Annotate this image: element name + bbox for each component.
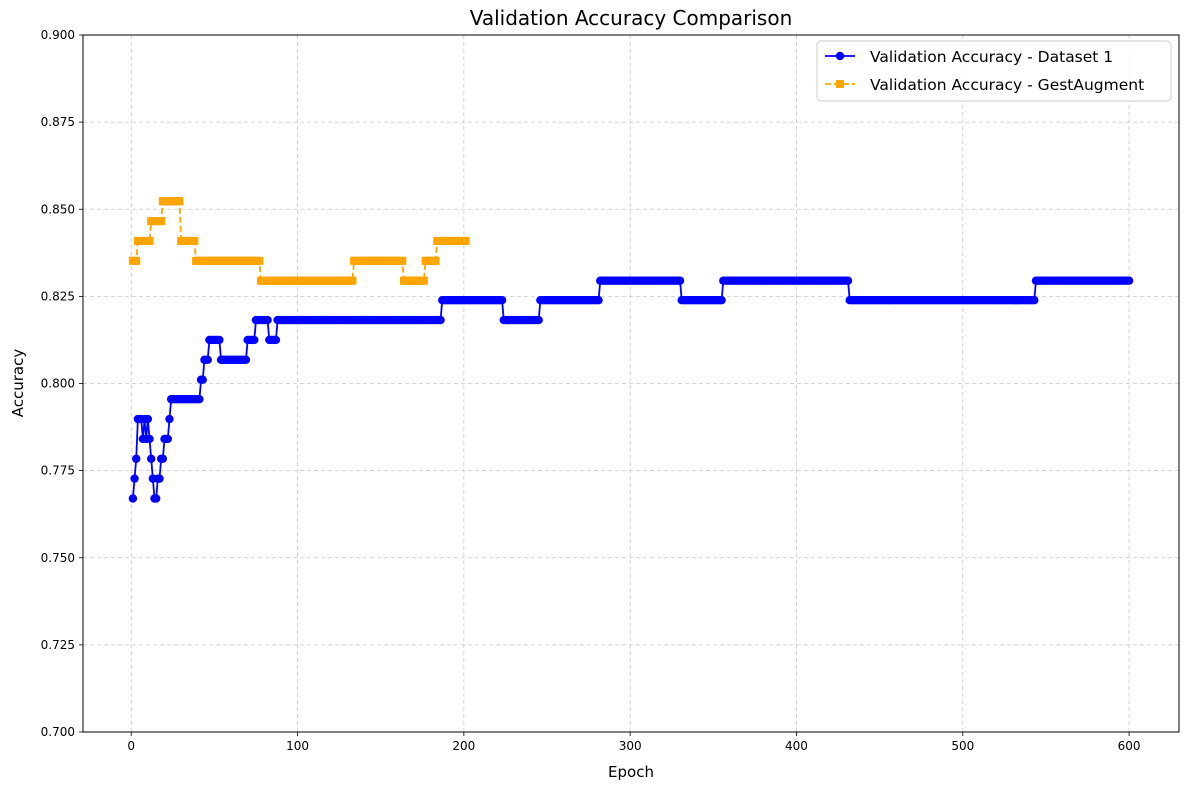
x-tick-label: 200 xyxy=(452,739,475,753)
y-tick-label: 0.900 xyxy=(41,28,75,42)
data-point xyxy=(419,276,428,285)
data-point xyxy=(431,256,440,265)
x-tick-label: 0 xyxy=(127,739,135,753)
x-tick-label: 500 xyxy=(951,739,974,753)
data-point xyxy=(497,296,507,305)
data-point xyxy=(843,276,853,285)
data-point xyxy=(190,236,199,245)
data-point xyxy=(255,256,264,265)
data-point xyxy=(594,296,603,305)
data-point xyxy=(348,276,357,285)
data-point xyxy=(241,355,251,365)
series-layer xyxy=(128,197,1134,503)
data-point xyxy=(398,256,407,265)
data-point xyxy=(128,494,138,503)
data-point xyxy=(143,414,153,424)
data-point xyxy=(175,197,184,206)
series-markers-dataset1 xyxy=(128,276,1134,503)
data-point xyxy=(195,394,204,404)
data-point xyxy=(215,335,224,345)
data-point xyxy=(203,355,212,365)
data-point xyxy=(675,276,685,285)
legend-marker-dataset1 xyxy=(835,51,845,61)
series-markers-gestaugment xyxy=(128,197,470,285)
y-tick-label: 0.700 xyxy=(41,725,75,739)
legend-label-dataset1: Validation Accuracy - Dataset 1 xyxy=(870,48,1113,66)
y-tick-label: 0.750 xyxy=(41,551,75,565)
data-point xyxy=(1124,276,1134,285)
data-point xyxy=(145,434,154,444)
data-point xyxy=(534,315,543,325)
data-point xyxy=(436,315,445,325)
x-tick-label: 400 xyxy=(785,739,808,753)
data-point xyxy=(157,217,166,226)
legend-box xyxy=(816,40,1172,102)
x-tick-label: 100 xyxy=(286,739,309,753)
y-tick-label: 0.725 xyxy=(41,638,75,652)
y-axis-label: Accuracy xyxy=(9,349,27,418)
y-tick-label: 0.850 xyxy=(41,202,75,216)
data-point xyxy=(250,335,259,345)
x-axis-label: Epoch xyxy=(608,763,654,781)
y-tick-label: 0.875 xyxy=(41,115,75,129)
legend-marker-gestaugment xyxy=(836,80,844,88)
data-point xyxy=(165,414,174,424)
data-point xyxy=(158,454,168,463)
data-point xyxy=(155,474,164,483)
data-point xyxy=(263,315,272,325)
y-tick-label: 0.775 xyxy=(41,464,75,478)
data-point xyxy=(145,236,154,245)
data-point xyxy=(151,494,161,503)
data-point xyxy=(717,296,726,305)
legend-item-gestaugment: Validation Accuracy - GestAugment xyxy=(825,76,1144,94)
legend-item-dataset1: Validation Accuracy - Dataset 1 xyxy=(825,48,1113,66)
x-tick-label: 600 xyxy=(1118,739,1141,753)
legend-label-gestaugment: Validation Accuracy - GestAugment xyxy=(870,76,1144,94)
legend: Validation Accuracy - Dataset 1 Validati… xyxy=(816,40,1172,102)
y-tick-label: 0.825 xyxy=(41,289,75,303)
data-point xyxy=(163,434,173,444)
data-point xyxy=(132,454,141,463)
axis-ticks: 0 100 200 300 400 500 600 0.700 0.725 0.750 0.775 0… xyxy=(41,28,1141,753)
y-tick-label: 0.800 xyxy=(41,377,75,391)
data-point xyxy=(198,375,207,384)
data-point xyxy=(1030,296,1039,305)
data-point xyxy=(132,256,141,265)
data-point xyxy=(130,474,139,483)
chart-title: Validation Accuracy Comparison xyxy=(470,6,793,30)
data-point xyxy=(271,335,281,345)
x-tick-label: 300 xyxy=(619,739,642,753)
data-point xyxy=(146,454,156,463)
data-point xyxy=(461,236,470,245)
